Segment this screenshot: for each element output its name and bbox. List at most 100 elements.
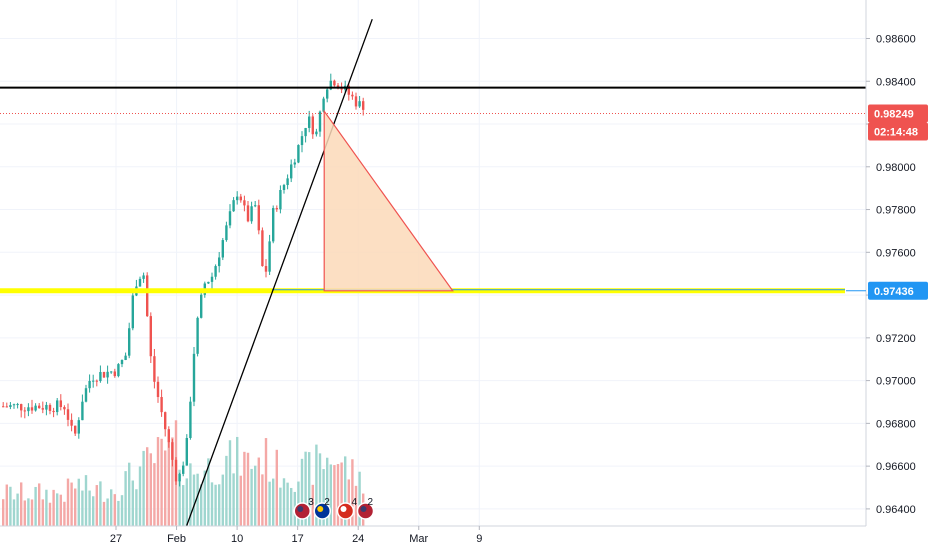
volume-bar [304, 451, 307, 526]
volume-bar [30, 499, 34, 526]
volume-bar [347, 479, 350, 526]
event-count: 2 [324, 497, 330, 508]
volume-bar [261, 474, 264, 526]
price-tick-label: 0.97200 [876, 333, 916, 345]
flag-eu-icon-detail [317, 506, 324, 512]
candle-body [99, 372, 102, 382]
candle-body [20, 404, 23, 411]
volume-bar [81, 490, 84, 526]
volume-bar [5, 484, 8, 526]
volume-bar [257, 457, 260, 526]
candle-body [304, 127, 307, 137]
volume-bar [12, 499, 16, 526]
candle-body [275, 208, 278, 210]
projection-triangle [323, 109, 454, 292]
volume-bar [203, 470, 206, 526]
volume-bar [336, 464, 340, 526]
candle-body [358, 101, 361, 107]
candle-body [243, 200, 246, 206]
candle-body [63, 407, 66, 410]
candle-body [146, 275, 149, 317]
candle-body [84, 388, 88, 402]
price-axis[interactable]: 0.96400 0.96600 0.96800 0.97000 0.97200 0.974… [865, 0, 932, 550]
volume-bar [56, 493, 59, 526]
event-count: 3 [308, 497, 314, 508]
volume-bar [20, 482, 23, 526]
candle-body [56, 400, 59, 413]
candle-body [207, 281, 210, 284]
price-tick-label: 0.98000 [876, 162, 916, 174]
candle-body [185, 437, 188, 466]
price-tick-label: 0.98600 [876, 33, 916, 45]
volume-bar [354, 485, 358, 526]
price-tick-label: 0.98400 [876, 76, 916, 88]
candle-body [30, 407, 34, 411]
volume-bar [117, 500, 120, 526]
volume-bar [171, 437, 174, 526]
candle-body [311, 116, 314, 135]
volume-bar [228, 440, 232, 526]
candle-body [340, 88, 343, 90]
volume-bar [200, 484, 203, 526]
candle-body [362, 101, 365, 110]
candle-body [27, 407, 30, 412]
time-tick-label: 17 [292, 533, 304, 545]
price-tick-label: 0.97600 [876, 247, 916, 259]
candle-body [131, 295, 134, 329]
volume-bar [196, 473, 199, 526]
candle-body [354, 96, 358, 107]
volume-bar [128, 462, 131, 526]
candle-body [189, 401, 192, 438]
price-tick-label: 0.97800 [876, 205, 916, 217]
time-tick-label: 10 [231, 533, 243, 545]
volume-bar [153, 463, 156, 526]
volume-bar [322, 469, 325, 526]
event-count: 2 [368, 497, 374, 508]
volume-bar [110, 489, 113, 526]
candle-body [74, 425, 77, 434]
candle-body [110, 371, 113, 373]
volume-bar [225, 455, 228, 526]
flag-us-icon-detail [297, 506, 304, 512]
volume-bar [99, 481, 102, 526]
volume-bar [311, 484, 314, 526]
candle-body [171, 442, 174, 460]
volume-bar [308, 452, 311, 526]
drawings [0, 18, 866, 527]
candles [2, 73, 365, 487]
time-tick-label: 24 [352, 533, 364, 545]
volume-bar [358, 471, 361, 526]
candle-body [174, 459, 178, 482]
candle-body [38, 405, 41, 409]
volume-bar [333, 465, 336, 526]
candle-body [70, 419, 73, 426]
candle-body [124, 355, 127, 361]
last-price-badge: 0.98249 [874, 109, 914, 121]
volume-bar [77, 478, 80, 526]
volume-bar [178, 469, 181, 526]
candle-body [214, 266, 217, 277]
volume-bar [282, 478, 286, 526]
candle-body [196, 317, 199, 354]
volume-bar [92, 496, 95, 526]
volume-bar [9, 486, 12, 526]
price-badges: 0.97436 0.98249 02:14:48 [846, 104, 928, 300]
candle-body [192, 353, 196, 402]
volume-bar [34, 486, 37, 526]
candle-body [210, 276, 214, 282]
volume-bar [214, 484, 217, 526]
candle-body [106, 371, 109, 378]
time-axis[interactable]: 27 Feb 10 17 24 Mar 9 [0, 525, 932, 550]
volume-bar [185, 478, 188, 526]
candle-body [77, 420, 80, 434]
countdown-badge-box [868, 122, 928, 141]
candle-body [59, 400, 62, 408]
volume-bar [52, 489, 55, 526]
candle-body [81, 401, 84, 421]
candle-body [322, 98, 325, 112]
candle-body [160, 397, 163, 413]
